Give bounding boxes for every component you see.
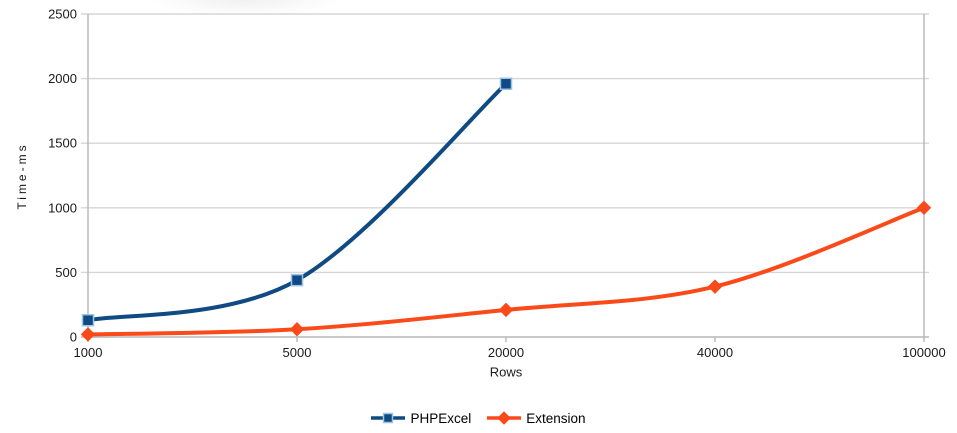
- svg-text:2500: 2500: [48, 7, 77, 22]
- legend-item-phpexcel: PHPExcel: [371, 411, 471, 426]
- data-point-marker: [498, 302, 514, 318]
- data-point-marker: [81, 313, 95, 327]
- legend: PHPExcel Extension: [0, 409, 957, 427]
- svg-text:5000: 5000: [283, 345, 312, 360]
- axes: [87, 14, 925, 342]
- legend-label-phpexcel: PHPExcel: [410, 410, 472, 426]
- svg-text:2000: 2000: [48, 71, 77, 86]
- svg-text:1000: 1000: [48, 200, 77, 215]
- series-phpexcel: [81, 77, 513, 327]
- data-point-marker: [80, 327, 96, 342]
- data-point-marker: [499, 77, 513, 91]
- svg-text:100000: 100000: [902, 345, 945, 360]
- series-extension: [80, 200, 932, 342]
- svg-text:0: 0: [70, 330, 77, 345]
- y-axis-tick-labels: 0 500 1000 1500 2000 2500: [48, 7, 77, 345]
- x-axis-title: Rows: [489, 364, 523, 380]
- data-point-marker: [289, 322, 305, 337]
- data-point-marker: [707, 279, 723, 294]
- x-axis-tick-labels: 1000 5000 20000 40000 100000: [74, 345, 946, 360]
- svg-text:20000: 20000: [488, 345, 524, 360]
- legend-item-extension: Extension: [487, 410, 586, 426]
- extension-series-swatch: [487, 411, 522, 425]
- svg-text:40000: 40000: [697, 345, 733, 360]
- data-point-marker: [290, 273, 304, 287]
- svg-text:1500: 1500: [48, 136, 77, 151]
- data-point-marker: [916, 200, 932, 216]
- svg-text:500: 500: [55, 265, 77, 280]
- phpexcel-series-swatch: [371, 412, 406, 424]
- svg-text:1000: 1000: [74, 345, 103, 360]
- gridlines: [81, 13, 929, 338]
- legend-label-extension: Extension: [526, 410, 586, 426]
- y-axis-title: Time-ms: [15, 142, 29, 210]
